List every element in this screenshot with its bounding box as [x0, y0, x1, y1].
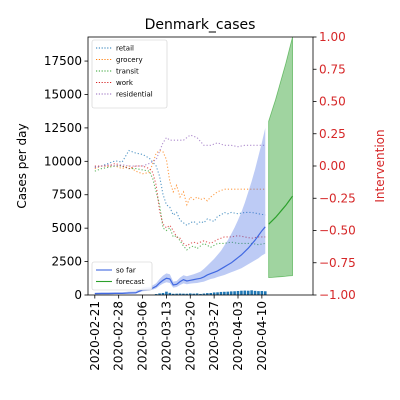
- x-tick-label: 2020-03-20: [183, 301, 197, 371]
- case-bar: [209, 292, 213, 295]
- case-bar: [158, 293, 161, 295]
- case-bar: [171, 293, 175, 295]
- forecast-line: [268, 195, 294, 225]
- case-bar: [263, 291, 267, 295]
- y-axis-label: Cases per day: [15, 123, 29, 208]
- legend-label: grocery: [116, 56, 143, 64]
- case-bar: [192, 293, 195, 295]
- case-bar: [253, 290, 257, 295]
- legend-label: forecast: [116, 278, 145, 286]
- legend-label: transit: [116, 68, 139, 76]
- case-bar: [233, 291, 236, 295]
- legend-label: residential: [116, 91, 153, 99]
- case-bar: [212, 292, 216, 295]
- case-bar: [243, 290, 247, 295]
- x-tick-label: 2020-03-27: [207, 301, 221, 371]
- mobility-line-work: [94, 162, 266, 247]
- case-bar: [246, 290, 250, 295]
- case-bar: [216, 292, 219, 295]
- case-bar: [250, 290, 253, 295]
- chart-title: Denmark_cases: [145, 17, 256, 33]
- case-bar: [206, 293, 209, 295]
- plot-area: [94, 37, 294, 295]
- case-bar: [195, 293, 199, 295]
- y2-tick-label: 0.00: [319, 159, 346, 173]
- y-tick-label: 2500: [51, 255, 82, 269]
- y2-tick-label: 0.25: [319, 127, 346, 141]
- case-bar: [223, 291, 226, 295]
- y-tick-label: 10000: [44, 154, 82, 168]
- y2-tick-label: −0.50: [319, 224, 356, 238]
- legend-label: so far: [116, 267, 136, 275]
- case-bar: [168, 292, 172, 295]
- mobility-line-grocery: [94, 149, 266, 207]
- y-tick-label: 7500: [51, 188, 82, 202]
- legend-box: [91, 261, 153, 291]
- axes: 0 2500 5000 7500 10000 12500 15000 17500 1.00 0.7…: [44, 30, 356, 371]
- mobility-line-transit: [94, 165, 266, 251]
- y2-tick-label: −0.75: [319, 256, 356, 270]
- y-tick-label: 15000: [44, 87, 82, 101]
- case-bar: [199, 293, 202, 295]
- case-bar: [188, 293, 192, 295]
- case-bar: [178, 293, 182, 295]
- x-tick-label: 2020-03-13: [159, 301, 173, 371]
- case-bar: [182, 293, 185, 295]
- y-tick-label: 0: [74, 288, 82, 302]
- x-tick-label: 2020-03-06: [136, 301, 150, 371]
- case-bar: [154, 294, 158, 295]
- case-bar: [185, 293, 189, 295]
- legend-label: retail: [116, 45, 134, 53]
- case-bar: [161, 292, 165, 295]
- case-bar: [236, 290, 240, 295]
- x-tick-label: 2020-04-03: [231, 301, 245, 371]
- case-bar: [257, 291, 260, 295]
- y2-tick-label: 1.00: [319, 30, 346, 44]
- so-far-line: [94, 226, 266, 295]
- y2-axis-label: Intervention: [373, 129, 387, 202]
- y-tick-label: 5000: [51, 221, 82, 235]
- legend-cases: so far forecast: [91, 261, 153, 291]
- case-bar: [202, 293, 206, 295]
- case-bar: [175, 293, 178, 295]
- x-tick-label: 2020-04-10: [255, 301, 269, 371]
- y-tick-label: 17500: [44, 54, 82, 68]
- x-tick-label: 2020-02-21: [88, 301, 102, 371]
- y-tick-label: 12500: [44, 121, 82, 135]
- legend-box: [91, 39, 168, 109]
- case-bar: [219, 291, 223, 295]
- case-bar: [260, 290, 264, 295]
- y2-tick-label: 0.50: [319, 95, 346, 109]
- forecast-band: [268, 37, 293, 279]
- case-bar: [229, 291, 233, 295]
- case-bar: [226, 291, 230, 295]
- y2-tick-label: 0.75: [319, 62, 346, 76]
- y2-tick-label: −0.25: [319, 191, 356, 205]
- so-far-band: [94, 127, 266, 295]
- case-bar: [165, 291, 168, 295]
- case-bar: [240, 290, 243, 295]
- legend-mobility: retail grocery transit work residential: [91, 39, 168, 109]
- x-tick-label: 2020-02-28: [112, 301, 126, 371]
- y2-tick-label: −1.00: [319, 288, 356, 302]
- legend-label: work: [116, 79, 134, 87]
